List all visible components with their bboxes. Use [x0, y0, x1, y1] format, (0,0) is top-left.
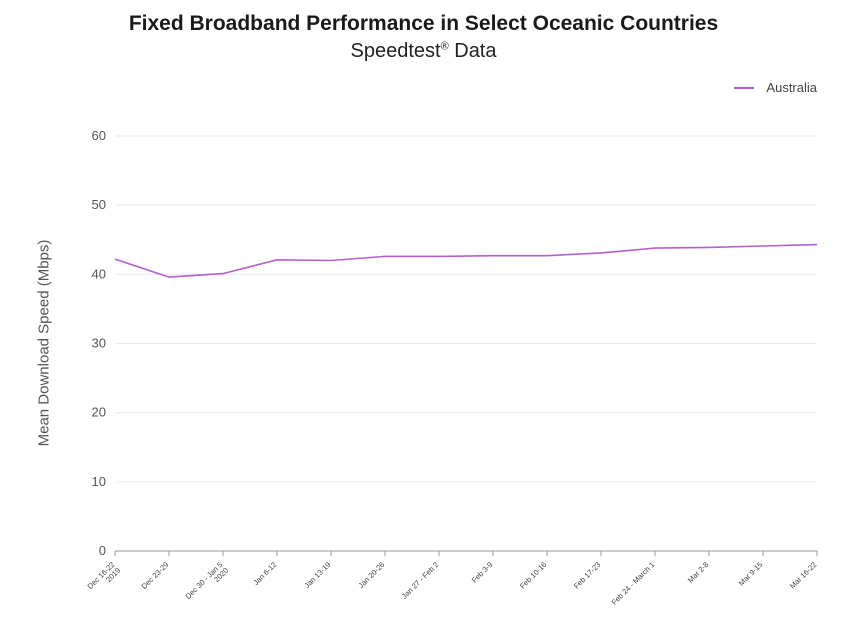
chart-subtitle: Speedtest® Data — [0, 40, 847, 63]
y-tick-label: 60 — [92, 128, 106, 143]
y-tick-label: 20 — [92, 405, 106, 420]
x-tick-label-line: Jan 20-26 — [356, 560, 386, 590]
x-tick-label-line: Mar 9-15 — [737, 560, 765, 588]
x-tick-label: Dec 30 - Jan 52020 — [184, 560, 231, 607]
y-tick-label: 0 — [99, 543, 106, 558]
series-line-australia — [114, 243, 818, 278]
x-tick-label: Feb 17-23 — [572, 560, 603, 591]
x-tick-label: Jan 20-26 — [356, 560, 386, 590]
x-tick-label: Dec 23-29 — [140, 560, 171, 591]
x-tick-label: Feb 10-16 — [518, 560, 549, 591]
x-tick-label: Dec 16-222019 — [86, 560, 123, 597]
legend-swatch — [734, 86, 755, 89]
x-tick-label: Jan 13-19 — [302, 560, 332, 590]
y-tick-label: 30 — [92, 336, 106, 351]
registered-mark: ® — [440, 40, 449, 53]
x-tick-label-line: Jan 13-19 — [302, 560, 332, 590]
x-tick-label-line: Dec 23-29 — [140, 560, 171, 591]
x-tick-label: Jan 6-12 — [251, 560, 278, 587]
x-tick-label-line: Jan 6-12 — [251, 560, 278, 587]
x-tick-label: Mar 9-15 — [737, 560, 765, 588]
x-tick-label-line: Mar 16-22 — [788, 560, 819, 591]
legend: Australia — [734, 80, 817, 95]
x-tick-label-line: Feb 17-23 — [572, 560, 603, 591]
x-tick-label-line: Jan 27 - Feb 2 — [400, 560, 441, 601]
x-tick-label: Mar 2-8 — [686, 560, 711, 585]
x-tick-label: Feb 24 - March 1 — [610, 560, 657, 607]
legend-label-australia: Australia — [766, 80, 817, 95]
x-tick-label-line: Feb 24 - March 1 — [610, 560, 657, 607]
y-tick-label: 50 — [92, 197, 106, 212]
x-tick-label: Jan 27 - Feb 2 — [400, 560, 441, 601]
chart-title: Fixed Broadband Performance in Select Oc… — [128, 12, 719, 35]
x-tick-label-line: Mar 2-8 — [686, 560, 711, 585]
x-tick-label: Feb 3-9 — [470, 560, 495, 585]
x-tick-label: Mar 16-22 — [788, 560, 819, 591]
y-tick-label: 40 — [92, 266, 106, 281]
x-tick-label-line: Feb 10-16 — [518, 560, 549, 591]
subtitle-text: Speedtest — [350, 40, 441, 62]
y-tick-label: 10 — [92, 474, 106, 489]
x-tick-label-line: Feb 3-9 — [470, 560, 495, 585]
subtitle-suffix: Data — [448, 40, 497, 62]
